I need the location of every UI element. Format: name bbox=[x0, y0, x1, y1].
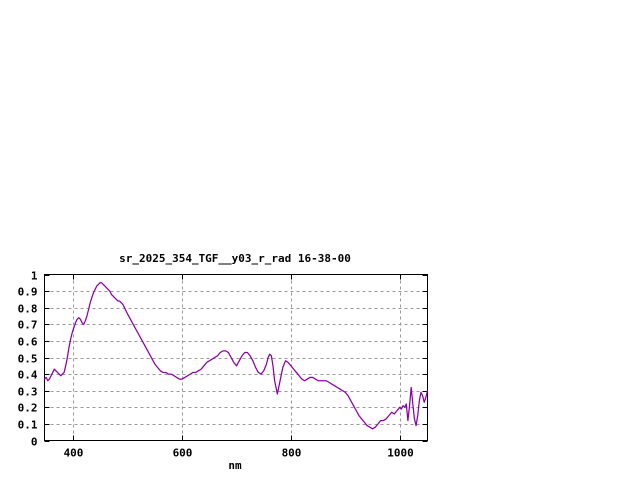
y-tick-label: 0.1 bbox=[18, 419, 38, 432]
data-series-group bbox=[43, 282, 429, 430]
y-tick-label: 0.3 bbox=[18, 386, 38, 399]
y-axis-tick-labels: 0 0.1 0.2 0.3 0.4 0.5 0.6 0.7 0.8 0.9 1 bbox=[18, 270, 38, 449]
x-tick-label: 600 bbox=[173, 447, 193, 460]
x-tick-label: 400 bbox=[64, 447, 84, 460]
tickmarks-group bbox=[44, 274, 428, 443]
gridlines-group bbox=[44, 274, 428, 441]
y-tick-label: 0.5 bbox=[18, 353, 38, 366]
x-axis-title: nm bbox=[228, 459, 242, 472]
y-tick-label: 0.6 bbox=[18, 336, 38, 349]
x-tick-label: 1000 bbox=[387, 447, 414, 460]
y-tick-label: 0 bbox=[31, 436, 38, 449]
y-tick-label: 0.8 bbox=[18, 303, 38, 316]
y-tick-label: 0.9 bbox=[18, 286, 38, 299]
chart-title: sr_2025_354_TGF__y03_r_rad 16-38-00 bbox=[119, 252, 351, 265]
y-tick-label: 1 bbox=[31, 270, 38, 283]
series-line-radiance bbox=[43, 282, 429, 430]
x-axis-tick-labels: 400 600 800 1000 bbox=[64, 447, 414, 460]
y-tick-label: 0.4 bbox=[18, 369, 38, 382]
y-tick-label: 0.7 bbox=[18, 319, 38, 332]
plot-frame bbox=[43, 273, 429, 442]
plot-frame-rect bbox=[43, 273, 429, 442]
y-tick-label: 0.2 bbox=[18, 402, 38, 415]
x-tick-label: 800 bbox=[282, 447, 302, 460]
